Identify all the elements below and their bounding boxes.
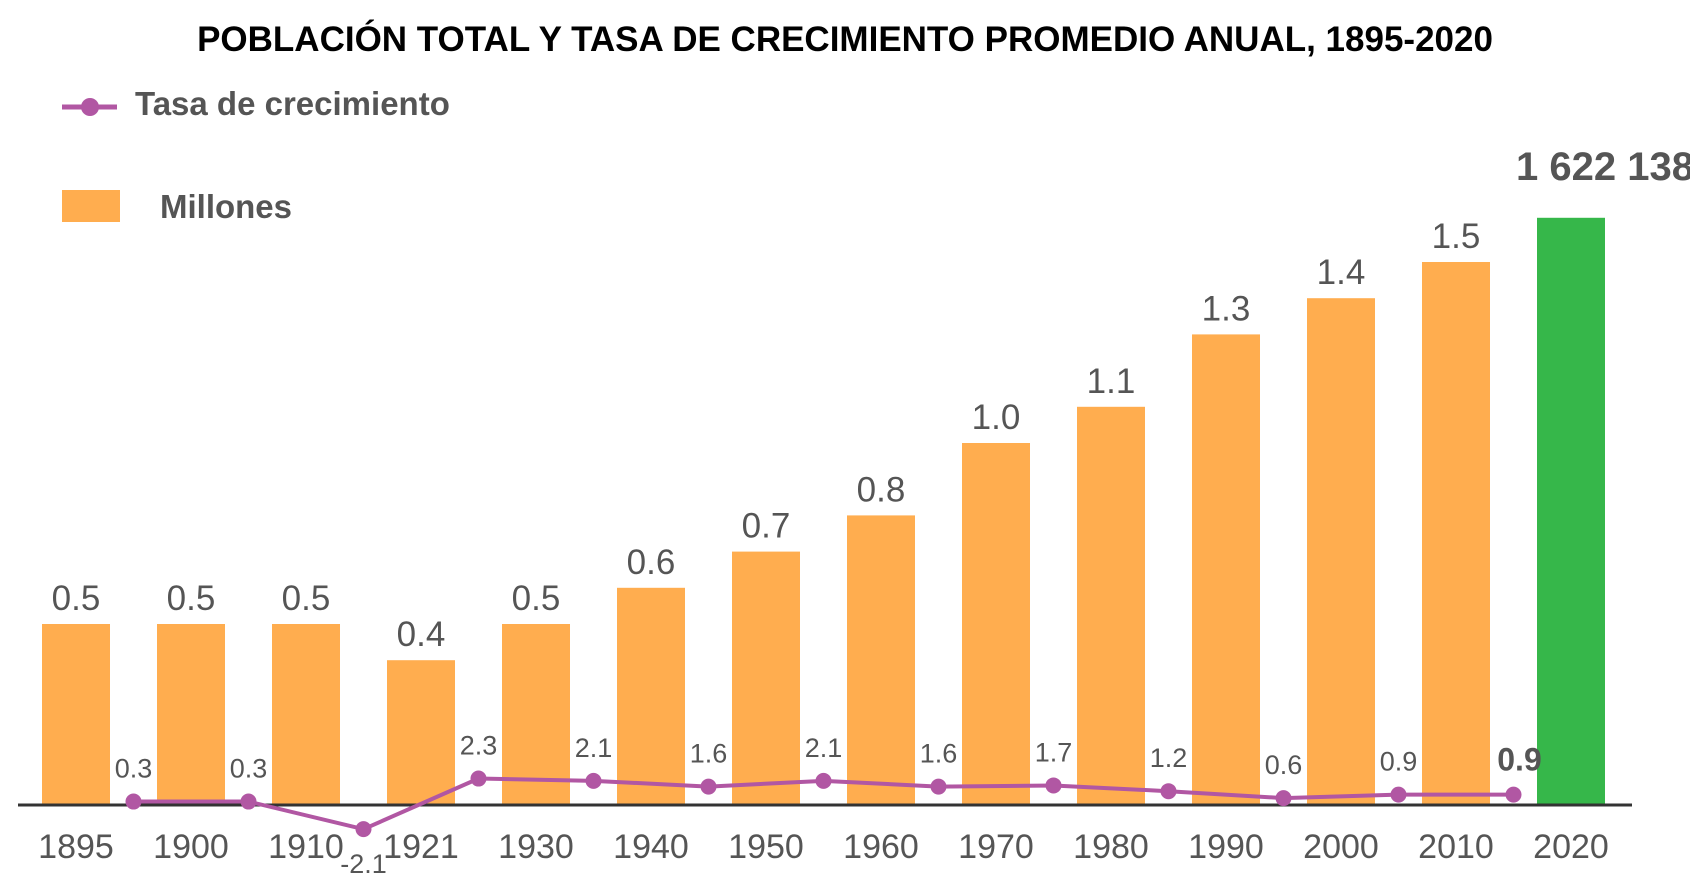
- x-tick-label-2020: 2020: [1533, 828, 1609, 866]
- growth-rate-label-1940: 2.1: [575, 733, 613, 763]
- bar-value-label-2000: 1.4: [1317, 253, 1366, 292]
- growth-rate-label-1960: 2.1: [805, 733, 843, 763]
- x-tick-label-1980: 1980: [1073, 828, 1149, 866]
- growth-rate-point-1921: [355, 821, 372, 838]
- bar-value-label-1930: 0.5: [512, 579, 561, 618]
- bar-1950: [732, 551, 800, 805]
- growth-rate-label-1930: 2.3: [460, 731, 498, 761]
- growth-rate-point-1900: [125, 793, 142, 810]
- growth-rate-point-2010: [1390, 786, 1407, 803]
- x-tick-label-2010: 2010: [1418, 828, 1494, 866]
- bar-1895: [42, 624, 110, 805]
- bar-1910: [272, 624, 340, 805]
- x-tick-label-1900: 1900: [153, 828, 229, 866]
- bar-2020: [1537, 217, 1605, 806]
- bar-1940: [617, 587, 685, 805]
- x-tick-label-1940: 1940: [613, 828, 689, 866]
- growth-rate-label-1921: -2.1: [340, 849, 387, 879]
- x-tick-label-1895: 1895: [38, 828, 114, 866]
- bar-value-label-1990: 1.3: [1202, 289, 1251, 328]
- bar-value-label-1910: 0.5: [282, 579, 331, 618]
- bar-value-label-1900: 0.5: [167, 579, 216, 618]
- growth-rate-point-2000: [1275, 790, 1292, 807]
- bar-1930: [502, 624, 570, 805]
- growth-rate-label-1970: 1.6: [920, 739, 958, 769]
- growth-rate-point-1990: [1160, 783, 1177, 800]
- bar-value-label-1980: 1.1: [1087, 362, 1136, 401]
- bar-1990: [1192, 334, 1260, 805]
- x-tick-label-1930: 1930: [498, 828, 574, 866]
- bar-2010: [1422, 262, 1490, 805]
- legend-swatch-millones: [62, 190, 120, 222]
- bar-1900: [157, 624, 225, 805]
- growth-rate-point-1910: [240, 793, 257, 810]
- growth-rate-point-2020: [1505, 786, 1522, 803]
- growth-rate-label-2020: 0.9: [1497, 742, 1541, 778]
- growth-rate-label-1990: 1.2: [1150, 743, 1188, 773]
- growth-rate-point-1940: [585, 772, 602, 789]
- bar-1980: [1077, 406, 1145, 805]
- growth-rate-label-1900: 0.3: [115, 754, 153, 784]
- growth-rate-label-2000: 0.6: [1265, 750, 1303, 780]
- bar-1960: [847, 515, 915, 805]
- bar-value-label-2010: 1.5: [1432, 217, 1481, 256]
- growth-rate-point-1970: [930, 778, 947, 795]
- bar-value-label-1921: 0.4: [397, 615, 446, 654]
- bar-1970: [962, 443, 1030, 805]
- legend-label-millones: Millones: [160, 188, 293, 225]
- x-tick-label-1990: 1990: [1188, 828, 1264, 866]
- x-tick-label-1910: 1910: [268, 828, 344, 866]
- growth-rate-label-1910: 0.3: [230, 754, 268, 784]
- x-tick-label-1970: 1970: [958, 828, 1034, 866]
- bar-value-label-2020: 1 622 138: [1516, 145, 1690, 189]
- growth-rate-point-1960: [815, 772, 832, 789]
- growth-rate-point-1930: [470, 770, 487, 787]
- growth-rate-point-1950: [700, 778, 717, 795]
- growth-rate-label-2010: 0.9: [1380, 747, 1418, 777]
- growth-rate-point-1980: [1045, 777, 1062, 794]
- chart-title: POBLACIÓN TOTAL Y TASA DE CRECIMIENTO PR…: [197, 20, 1493, 59]
- bar-1921: [387, 660, 455, 805]
- legend-label-tasa: Tasa de crecimiento: [135, 85, 450, 122]
- bar-value-label-1960: 0.8: [857, 470, 906, 509]
- growth-rate-label-1980: 1.7: [1035, 737, 1073, 767]
- growth-rate-label-1950: 1.6: [690, 739, 728, 769]
- bar-value-label-1940: 0.6: [627, 543, 676, 582]
- x-tick-label-1921: 1921: [383, 828, 459, 866]
- bar-value-label-1895: 0.5: [52, 579, 101, 618]
- x-tick-label-1950: 1950: [728, 828, 804, 866]
- bar-value-label-1950: 0.7: [742, 507, 791, 546]
- x-tick-label-2000: 2000: [1303, 828, 1379, 866]
- bar-2000: [1307, 298, 1375, 805]
- bar-value-label-1970: 1.0: [972, 398, 1021, 437]
- x-tick-label-1960: 1960: [843, 828, 919, 866]
- legend-line-marker: [62, 98, 117, 116]
